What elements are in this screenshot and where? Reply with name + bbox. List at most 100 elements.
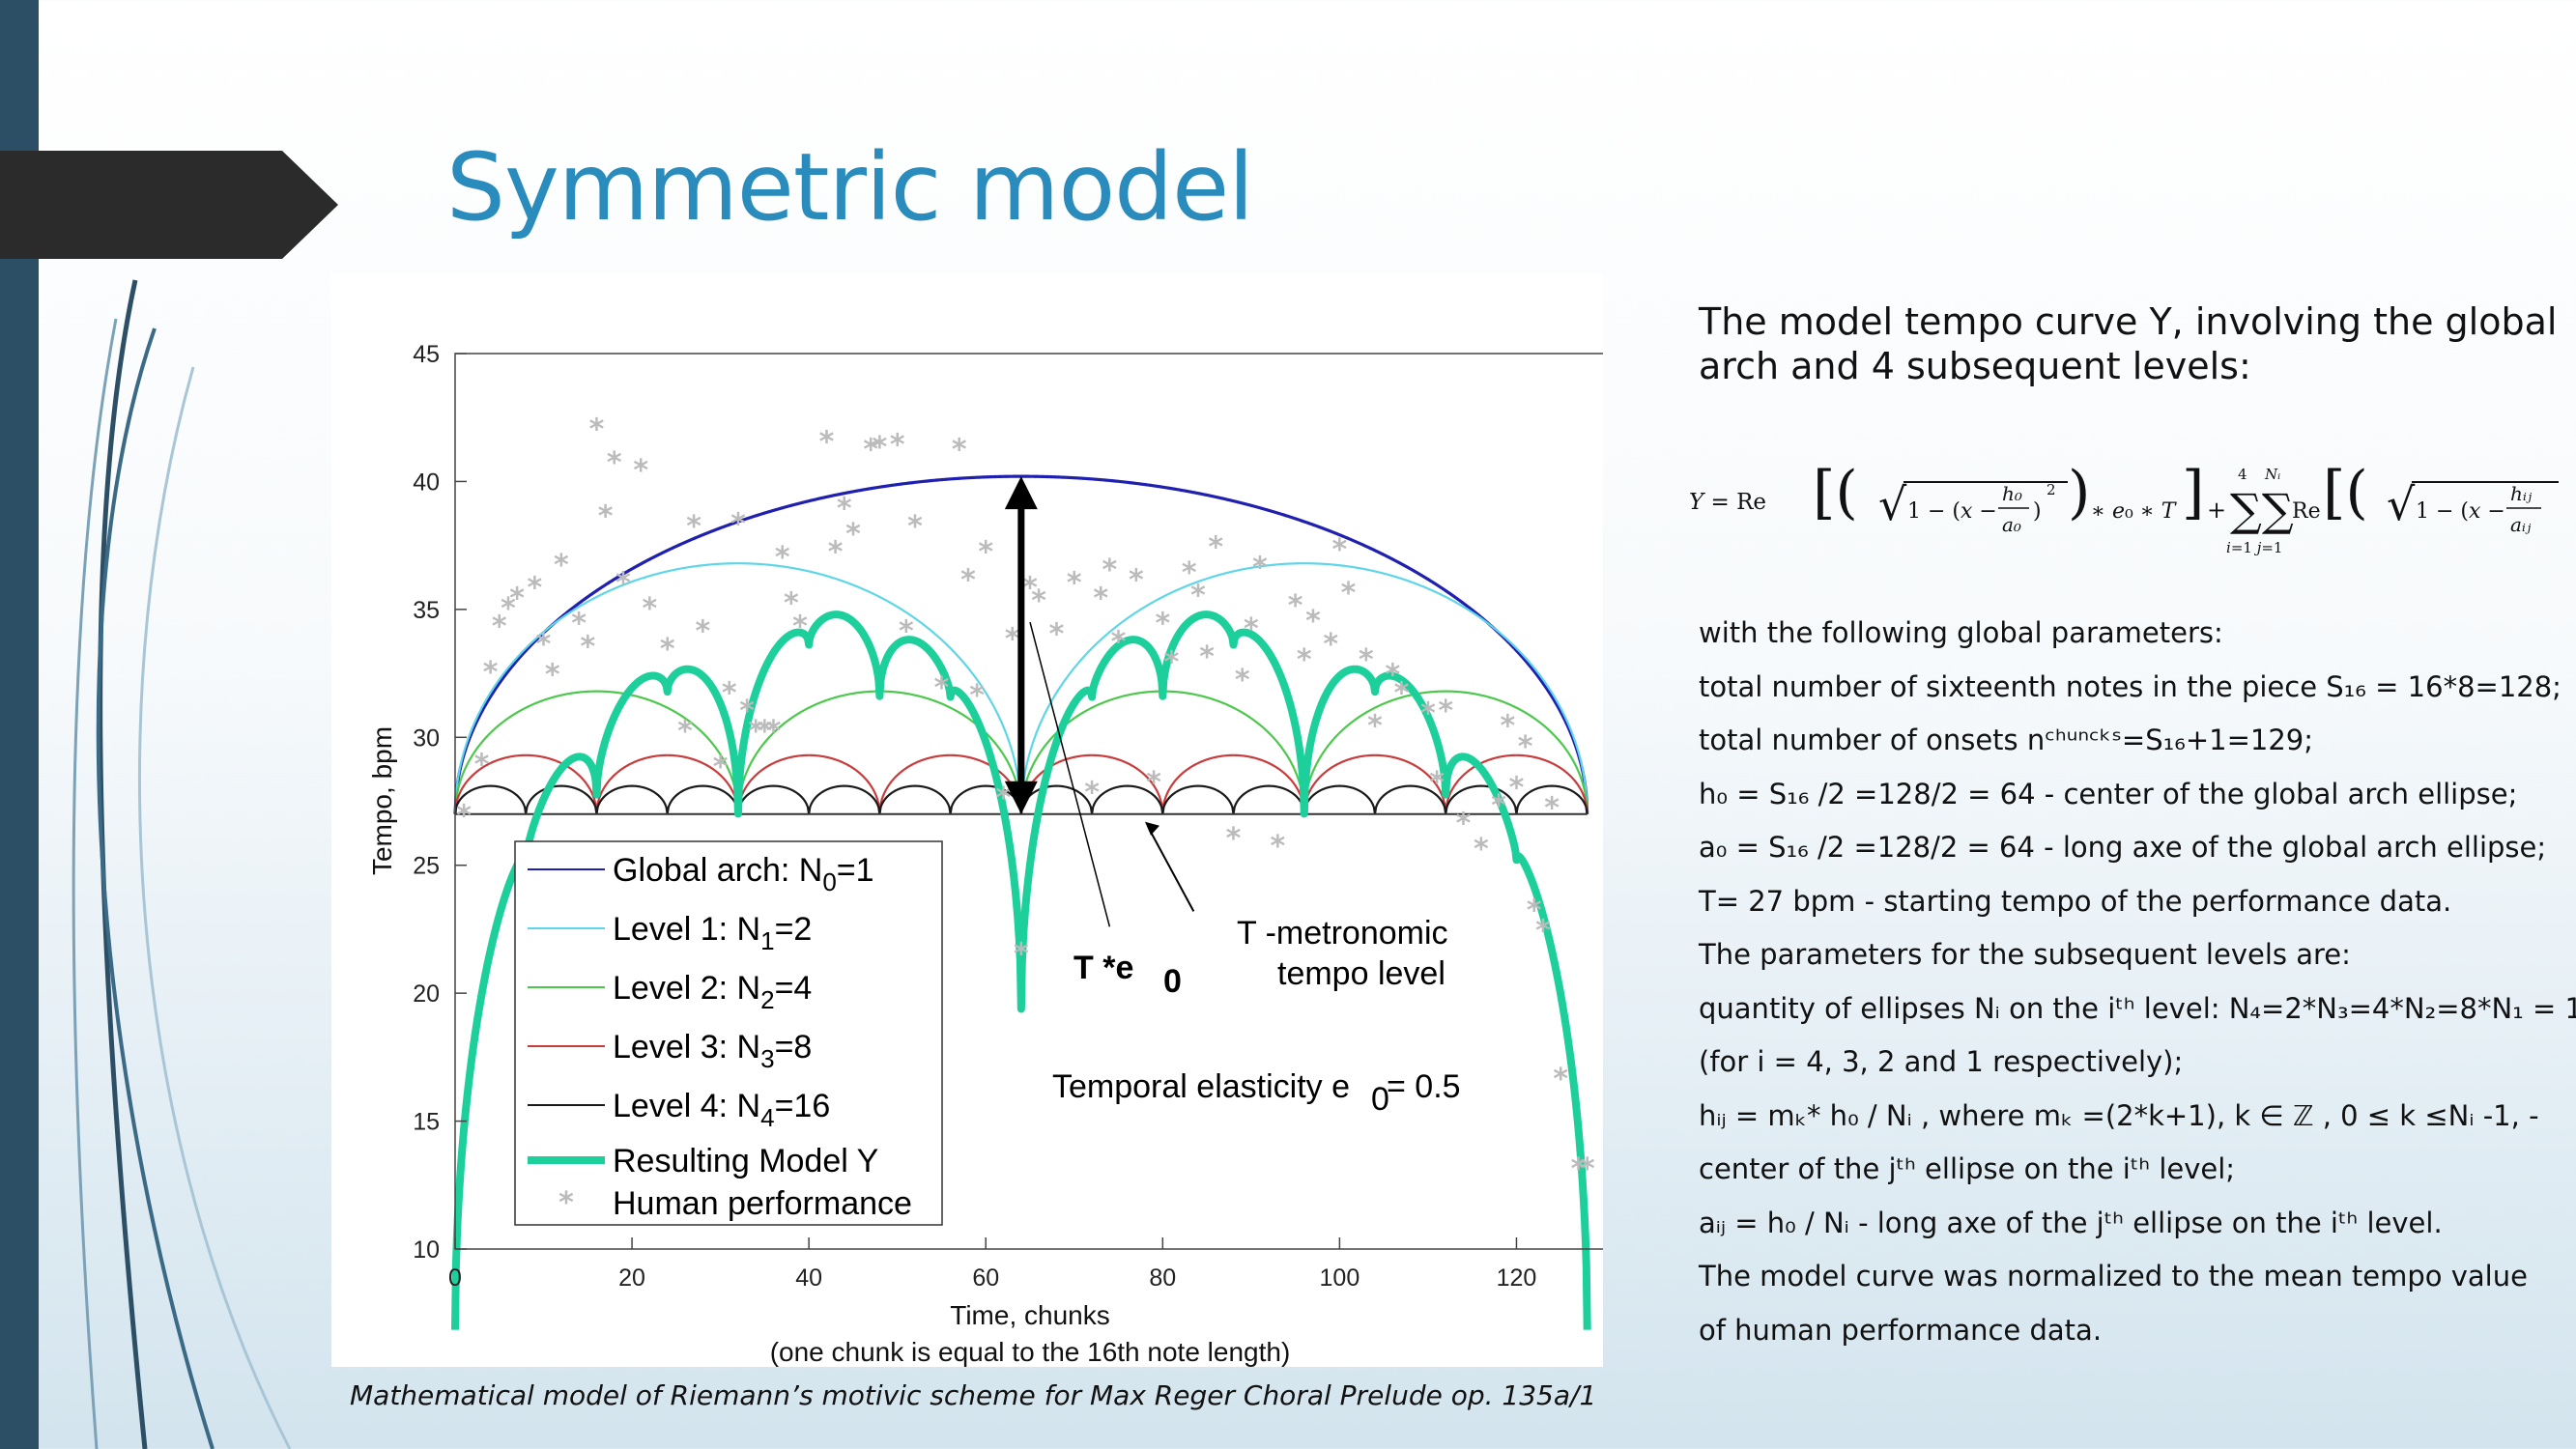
svg-text:Re: Re — [2292, 499, 2321, 524]
human-performance-point: * — [1438, 695, 1453, 728]
human-performance-point: * — [1491, 789, 1506, 823]
svg-text:√: √ — [1878, 478, 1907, 530]
human-performance-point: * — [890, 428, 905, 462]
arrow-head-up — [1004, 476, 1038, 510]
human-performance-point: * — [1111, 625, 1127, 659]
param-line: (for i = 4, 3, 2 and 1 respectively); — [1699, 1045, 2184, 1078]
y-tick-label: 40 — [413, 469, 440, 496]
human-performance-point: * — [554, 549, 569, 582]
human-performance-point: * — [686, 510, 701, 544]
human-performance-point: * — [1067, 566, 1082, 600]
y-tick-label: 10 — [413, 1236, 440, 1264]
svg-text:): ) — [2033, 499, 2042, 524]
human-performance-point: * — [766, 715, 782, 749]
human-performance-point: * — [1385, 659, 1400, 693]
human-performance-point: * — [1244, 612, 1259, 646]
human-performance-point: * — [456, 799, 472, 833]
svg-text:a₀: a₀ — [2002, 513, 2021, 536]
param-line: quantity of ellipses Nᵢ on the iᵗʰ level… — [1699, 991, 2576, 1025]
legend-label-6: Human performance — [613, 1185, 912, 1222]
x-axis-sublabel: (one chunk is equal to the 16th note len… — [770, 1337, 1291, 1367]
human-performance-point: * — [1323, 628, 1338, 662]
human-performance-point: * — [748, 715, 763, 749]
human-performance-point: * — [1270, 830, 1285, 864]
human-performance-point: * — [1031, 584, 1046, 618]
arrow-head-down — [1004, 781, 1038, 814]
human-performance-point: * — [1518, 730, 1533, 764]
human-performance-point: * — [1341, 577, 1357, 611]
human-performance-point: * — [1102, 554, 1118, 587]
human-performance-point: * — [899, 615, 914, 649]
param-line: with the following global parameters: — [1699, 616, 2223, 649]
slide-title: Symmetric model — [446, 133, 1254, 242]
human-performance-point: * — [934, 671, 950, 705]
human-performance-point: * — [845, 518, 861, 552]
human-performance-point: * — [1022, 572, 1038, 606]
human-performance-point: * — [677, 715, 693, 749]
resulting-model-line — [451, 611, 1591, 1330]
human-performance-point: * — [819, 426, 835, 460]
human-performance-point: * — [1288, 589, 1303, 623]
legend-label-1: Level 1: N1=2 — [613, 911, 812, 955]
human-performance-point: * — [996, 781, 1012, 815]
human-performance-point: * — [722, 676, 737, 710]
formula-heading: The model tempo curve Y, involving the g… — [1699, 300, 2558, 387]
human-performance-point: * — [615, 566, 631, 600]
elasticity-label-sub: 0 — [1371, 1081, 1389, 1118]
tempo-chart: ****** ******************************** **… — [367, 341, 1603, 1367]
human-performance-point: * — [589, 412, 605, 446]
svg-text:+: + — [2207, 497, 2226, 524]
human-performance-point: * — [978, 536, 993, 570]
human-performance-point: * — [1544, 791, 1560, 825]
chart-panel: * * * * * * * * * * * * * * * * * * * * * * * * * * * * * * * * * * * * * * * *… — [331, 273, 1603, 1367]
human-performance-point: * — [483, 656, 499, 690]
human-performance-point: * — [1182, 556, 1197, 590]
svg-text:1 − (x −: 1 − (x − — [2416, 499, 2505, 524]
human-performance-point: * — [1297, 643, 1312, 677]
y-tick-label: 15 — [413, 1109, 440, 1136]
title-arrow-tab — [0, 151, 338, 259]
human-performance-point: * — [509, 582, 525, 615]
human-performance-point: * — [1359, 643, 1374, 677]
human-performance-point: * — [863, 434, 878, 468]
param-line: total number of sixteenth notes in the p… — [1699, 669, 2562, 703]
human-performance-point: * — [1049, 617, 1065, 651]
human-performance-point: * — [952, 434, 967, 468]
human-performance-point: * — [784, 587, 799, 621]
x-axis-label: Time, chunks — [950, 1300, 1109, 1330]
svg-text:√: √ — [2387, 478, 2416, 530]
human-performance-point: * — [643, 592, 658, 626]
human-performance-point: * — [1093, 582, 1108, 615]
formula-text: Y = Re — [1689, 490, 1766, 515]
human-performance-point: * — [1553, 1063, 1568, 1096]
svg-text:hᵢⱼ: hᵢⱼ — [2510, 482, 2533, 505]
human-performance-point: * — [1146, 766, 1161, 800]
human-performance-point: * — [633, 454, 648, 488]
human-performance-point: * — [1580, 1152, 1595, 1186]
y-tick-label: 35 — [413, 597, 440, 624]
y-tick-label: 20 — [413, 980, 440, 1008]
metronomic-label-2: tempo level — [1277, 955, 1445, 992]
human-performance-point: * — [536, 628, 552, 662]
human-performance-point: * — [501, 592, 516, 626]
svg-text:]: ] — [2182, 459, 2204, 526]
legend-swatch-6: * — [558, 1186, 574, 1220]
baseline-pointer — [1148, 829, 1195, 912]
human-performance-point: * — [713, 751, 729, 784]
human-performance-point: * — [660, 633, 675, 667]
svg-text:): ) — [2068, 459, 2090, 526]
param-line: total number of onsets nᶜʰᵘⁿᶜᵏˢ=S₁₆+1=12… — [1699, 724, 2314, 756]
x-tick-label: 80 — [1149, 1264, 1176, 1292]
arch-series-0 — [453, 474, 1589, 814]
human-performance-point: * — [1420, 696, 1436, 730]
elasticity-label-value: = 0.5 — [1387, 1068, 1461, 1105]
human-performance-point: * — [837, 493, 852, 526]
human-performance-point: * — [775, 541, 790, 575]
human-performance-point: * — [960, 564, 976, 598]
pointer-line — [1029, 621, 1111, 927]
parameters-list: with the following global parameters: to… — [1699, 607, 2576, 1357]
svg-text:Nᵢ: Nᵢ — [2264, 466, 2280, 483]
legend-label-4: Level 4: N4=16 — [613, 1088, 830, 1132]
svg-text:[(: [( — [2323, 459, 2368, 526]
param-line: The parameters for the subsequent levels… — [1699, 938, 2351, 971]
